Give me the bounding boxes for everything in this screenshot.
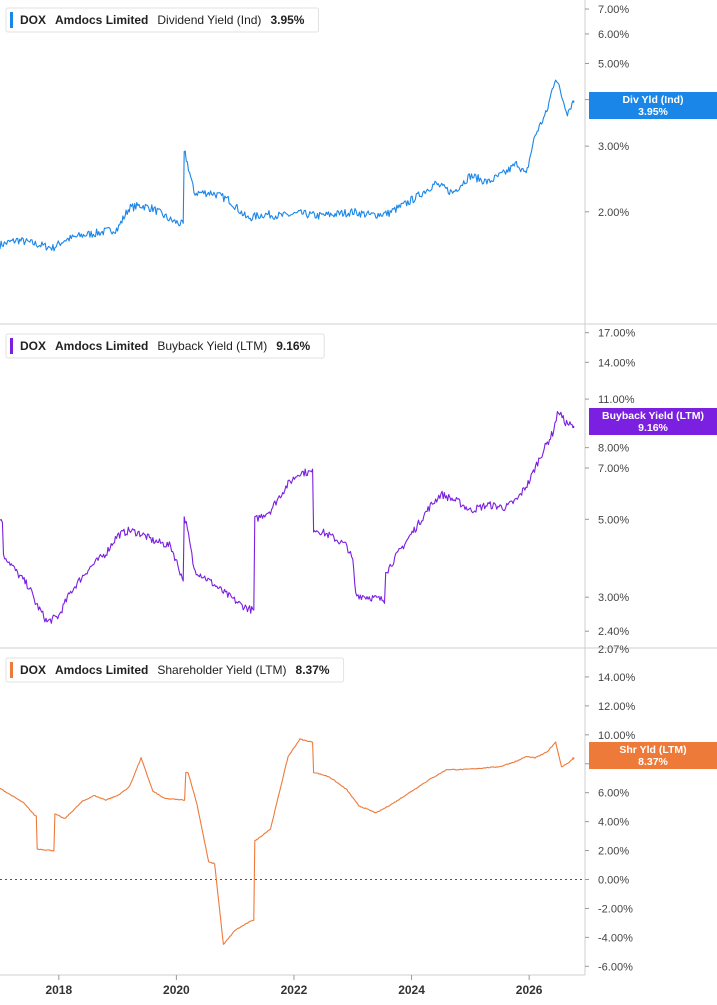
current-value-tag: Shr Yld (LTM)8.37% bbox=[589, 742, 717, 769]
y-tick-label: 5.00% bbox=[598, 514, 629, 526]
legend-ticker: DOX bbox=[20, 663, 46, 677]
legend-box bbox=[5, 657, 345, 683]
series-line bbox=[0, 79, 574, 252]
series-line bbox=[0, 738, 574, 945]
value-tag-label: Buyback Yield (LTM) bbox=[602, 410, 704, 422]
y-tick-label: 6.00% bbox=[598, 788, 629, 800]
legend-company: Amdocs Limited bbox=[55, 663, 148, 677]
series-last-point bbox=[572, 100, 575, 103]
y-tick-label: 5.00% bbox=[598, 58, 629, 70]
value-tag-box bbox=[589, 742, 717, 769]
y-tick-label: 2.00% bbox=[598, 207, 629, 219]
x-tick-label: 2018 bbox=[45, 983, 72, 997]
y-tick-label: -2.00% bbox=[598, 903, 633, 915]
value-tag-value: 3.95% bbox=[638, 106, 668, 118]
legend-metric: Buyback Yield (LTM) bbox=[157, 339, 267, 353]
y-tick-label: 3.00% bbox=[598, 592, 629, 604]
y-tick-label: 8.00% bbox=[598, 443, 629, 455]
legend-company: Amdocs Limited bbox=[55, 13, 148, 27]
value-tag-label: Shr Yld (LTM) bbox=[619, 744, 686, 756]
y-tick-label: 2.40% bbox=[598, 626, 629, 638]
current-value-tag: Div Yld (Ind)3.95% bbox=[589, 92, 717, 119]
legend-ticker: DOX bbox=[20, 13, 46, 27]
value-tag-box bbox=[589, 408, 717, 435]
legend-color-swatch bbox=[10, 12, 13, 28]
chart-panel-2: 2.40% 3.00% 5.00% 7.00% 8.00% 11.00% 14.00% 17.… bbox=[0, 323, 717, 648]
y-tick-label: 0.00% bbox=[598, 875, 629, 887]
y-tick-label: 17.00% bbox=[598, 328, 636, 340]
legend-current-value: 3.95% bbox=[270, 13, 304, 27]
legend-color-swatch bbox=[10, 338, 13, 354]
current-value-tag: Buyback Yield (LTM)9.16% bbox=[589, 408, 717, 435]
y-tick-label: 7.00% bbox=[598, 463, 629, 475]
y-tick-label: 2.00% bbox=[598, 846, 629, 858]
y-tick-label: 11.00% bbox=[598, 394, 635, 406]
value-tag-box bbox=[589, 92, 717, 119]
legend-current-value: 8.37% bbox=[296, 663, 330, 677]
y-tick-label: 3.00% bbox=[598, 141, 629, 153]
legend-ticker: DOX bbox=[20, 339, 46, 353]
value-tag-label: Div Yld (Ind) bbox=[622, 94, 683, 106]
chart-panel-3: -6.00% -4.00% -2.00% 0.00% 2.00% 4.00% 6.00% 8.… bbox=[0, 644, 717, 975]
legend-box bbox=[5, 7, 319, 33]
legend: DOX Amdocs Limited Dividend Yield (Ind) 3.9… bbox=[5, 7, 319, 33]
y-tick-label: 4.00% bbox=[598, 817, 629, 829]
y-tick-label: -6.00% bbox=[598, 961, 633, 973]
y-tick-label-top: 2.07% bbox=[598, 644, 629, 656]
y-tick-label: 6.00% bbox=[598, 29, 629, 41]
x-tick-label: 2024 bbox=[398, 983, 425, 997]
y-tick-label: 14.00% bbox=[598, 672, 636, 684]
y-tick-label: 7.00% bbox=[598, 4, 629, 16]
y-tick-label: 12.00% bbox=[598, 701, 636, 713]
series-last-point bbox=[572, 757, 575, 760]
legend-metric: Dividend Yield (Ind) bbox=[157, 13, 261, 27]
legend-current-value: 9.16% bbox=[276, 339, 310, 353]
legend: DOX Amdocs Limited Buyback Yield (LTM) 9.16… bbox=[5, 333, 325, 359]
series-line bbox=[0, 410, 574, 624]
value-tag-value: 9.16% bbox=[638, 422, 668, 434]
x-axis: 2018 2020 2022 2024 2026 bbox=[0, 974, 585, 997]
x-tick-label: 2022 bbox=[281, 983, 308, 997]
x-tick-label: 2020 bbox=[163, 983, 190, 997]
y-tick-label: 10.00% bbox=[598, 730, 636, 742]
y-tick-label: 14.00% bbox=[598, 357, 636, 369]
chart-panel-1: 2.00%3.00%4.00%5.00%6.00%7.00%DOXAmdocs … bbox=[0, 0, 717, 324]
y-tick-label: -4.00% bbox=[598, 932, 633, 944]
legend-color-swatch bbox=[10, 662, 13, 678]
legend-metric: Shareholder Yield (LTM) bbox=[157, 663, 286, 677]
legend-company: Amdocs Limited bbox=[55, 339, 148, 353]
legend: DOX Amdocs Limited Shareholder Yield (LTM)… bbox=[5, 657, 345, 683]
series-last-point bbox=[572, 425, 575, 429]
x-tick-label: 2026 bbox=[516, 983, 543, 997]
value-tag-value: 8.37% bbox=[638, 756, 668, 768]
legend-box bbox=[5, 333, 325, 359]
